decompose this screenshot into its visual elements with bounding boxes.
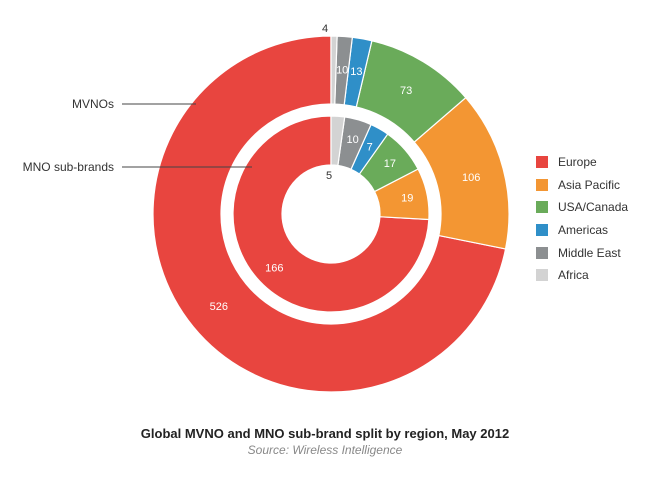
legend-swatch-usa-canada <box>536 201 548 214</box>
legend-item-africa: Africa <box>536 264 628 287</box>
outer-value-label-asia-pacific: 106 <box>462 172 480 184</box>
legend-item-middle-east: Middle East <box>536 241 628 264</box>
legend-label-africa: Africa <box>558 268 589 283</box>
legend-swatch-africa <box>536 269 548 282</box>
legend-item-asia-pacific: Asia Pacific <box>536 174 628 197</box>
legend-label-europe: Europe <box>558 155 597 170</box>
outer-value-label-americas: 13 <box>350 66 362 78</box>
inner-slice-europe <box>232 115 430 313</box>
legend-label-middle-east: Middle East <box>558 245 621 260</box>
inner-value-label-americas: 7 <box>367 141 373 153</box>
legend-swatch-americas <box>536 224 548 237</box>
inner-value-label-europe: 166 <box>265 263 283 275</box>
outer-slice-europe <box>152 35 507 393</box>
legend-swatch-middle-east <box>536 246 548 259</box>
outer-slice-africa <box>330 35 338 105</box>
inner-value-label-middle-east: 10 <box>346 134 358 146</box>
inner-value-label-usa-canada: 17 <box>384 158 396 170</box>
outer-value-label-usa-canada: 73 <box>400 85 412 97</box>
inner-value-label-africa: 5 <box>326 170 332 182</box>
chart-source: Source: Wireless Intelligence <box>247 443 403 457</box>
legend-item-usa-canada: USA/Canada <box>536 196 628 219</box>
inner-value-label-asia-pacific: 19 <box>401 193 413 205</box>
callout-label-mno-sub-brands: MNO sub-brands <box>23 160 114 174</box>
legend-label-asia-pacific: Asia Pacific <box>558 177 621 192</box>
outer-value-label-europe: 526 <box>210 301 228 313</box>
callout-mvnos: MVNOs <box>72 97 196 111</box>
legend-item-europe: Europe <box>536 151 628 174</box>
legend-label-americas: Americas <box>558 223 609 238</box>
inner-ring-mno-sub-brands <box>232 115 430 313</box>
legend-swatch-europe <box>536 156 548 169</box>
legend-label-usa-canada: USA/Canada <box>558 200 629 215</box>
outer-ring-mvnos <box>152 35 510 393</box>
legend-swatch-asia-pacific <box>536 178 548 191</box>
inner-slice-africa <box>330 115 346 167</box>
callout-mno-sub-brands: MNO sub-brands <box>23 160 252 174</box>
legend-item-americas: Americas <box>536 219 628 242</box>
chart-title: Global MVNO and MNO sub-brand split by r… <box>140 426 510 441</box>
legend: Europe Asia Pacific USA/Canada Americas … <box>536 151 628 287</box>
outer-value-label-africa: 4 <box>322 23 328 35</box>
callout-label-mvnos: MVNOs <box>72 97 114 111</box>
outer-value-label-middle-east: 10 <box>336 64 348 76</box>
